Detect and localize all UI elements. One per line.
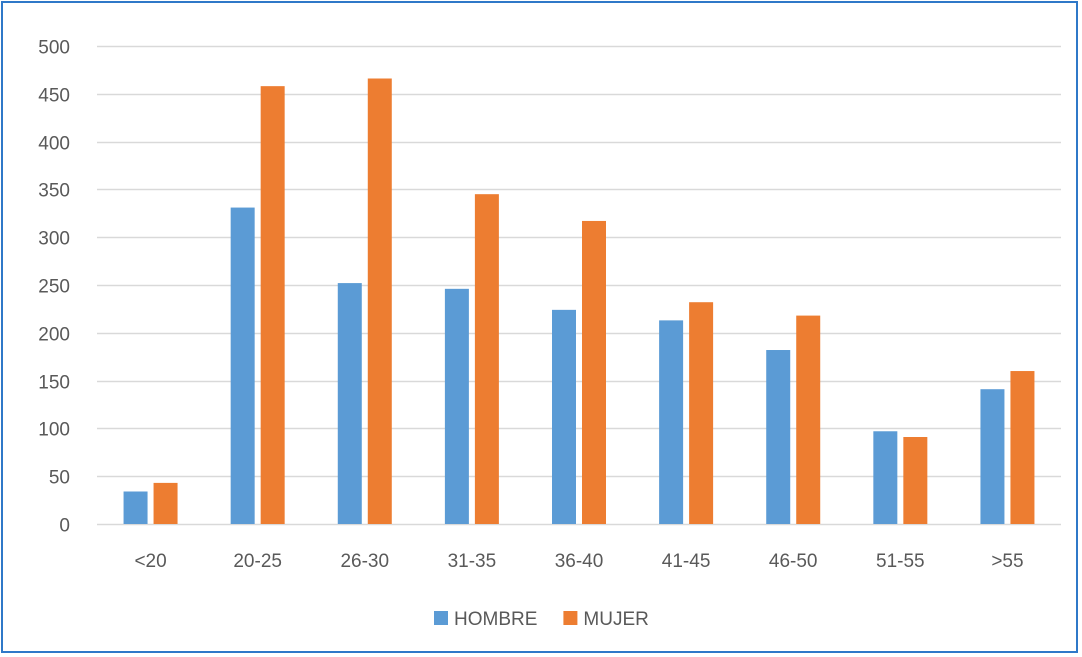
bar-mujer-7	[903, 437, 927, 524]
legend-label-hombre: HOMBRE	[454, 609, 537, 630]
x-tick-label: <20	[134, 551, 166, 572]
legend-swatch-mujer	[563, 611, 577, 625]
bar-mujer-1	[261, 86, 285, 524]
legend-label-mujer: MUJER	[583, 609, 648, 630]
x-tick-label: 51-55	[876, 551, 925, 572]
y-tick-label: 300	[38, 229, 70, 250]
bar-mujer-3	[475, 194, 499, 524]
y-tick-label: 200	[38, 325, 70, 346]
y-tick-label: 0	[59, 516, 70, 537]
y-tick-label: 150	[38, 373, 70, 394]
x-tick-label: 36-40	[555, 551, 604, 572]
bar-hombre-2	[338, 283, 362, 524]
bar-hombre-3	[445, 289, 469, 524]
bar-hombre-1	[231, 208, 255, 524]
bar-hombre-0	[124, 491, 148, 524]
bar-mujer-4	[582, 221, 606, 524]
y-axis-tick-labels: 0 50 100 150 200 250 300 350 400 450 500	[38, 38, 70, 537]
bar-mujer-5	[689, 302, 713, 524]
bar-hombre-5	[659, 320, 683, 524]
x-tick-label: 46-50	[769, 551, 818, 572]
bar-mujer-0	[154, 483, 178, 524]
bar-mujer-8	[1010, 371, 1034, 524]
bar-hombre-4	[552, 310, 576, 524]
bar-mujer-2	[368, 79, 392, 524]
y-tick-label: 500	[38, 38, 70, 59]
bar-mujer-6	[796, 316, 820, 524]
x-tick-label: 41-45	[662, 551, 711, 572]
x-tick-label: >55	[991, 551, 1023, 572]
bar-hombre-7	[873, 431, 897, 524]
legend: HOMBRE MUJER	[434, 609, 649, 630]
y-tick-label: 100	[38, 420, 70, 441]
bars	[124, 79, 1035, 524]
x-tick-label: 31-35	[448, 551, 497, 572]
bar-hombre-6	[766, 350, 790, 524]
x-tick-label: 20-25	[233, 551, 282, 572]
y-tick-label: 250	[38, 277, 70, 298]
y-tick-label: 350	[38, 181, 70, 202]
x-axis-tick-labels: <20 20-25 26-30 31-35 36-40 41-45 46-50 51-55 >5…	[134, 551, 1023, 572]
y-tick-label: 50	[49, 468, 70, 489]
y-tick-label: 450	[38, 86, 70, 107]
y-tick-label: 400	[38, 134, 70, 155]
bar-hombre-8	[980, 389, 1004, 524]
x-tick-label: 26-30	[340, 551, 389, 572]
legend-swatch-hombre	[434, 611, 448, 625]
